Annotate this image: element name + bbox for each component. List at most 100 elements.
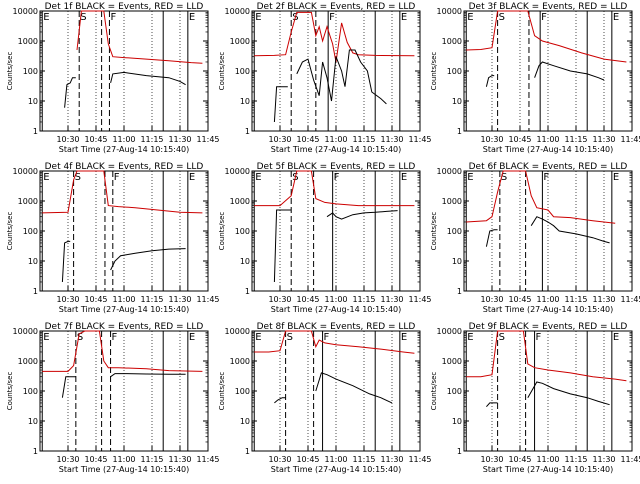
events-series-line [326,210,398,220]
y-tick-label: 1000 [230,37,250,46]
x-axis-label: Start Time (27-Aug-14 10:15:40) [483,305,614,314]
y-tick-label: 10000 [437,167,462,176]
y-tick-label: 1 [245,287,250,296]
y-tick-label: 1 [33,127,38,136]
events-series-line [273,209,292,283]
y-tick-label: 10 [452,257,462,266]
x-axis-label: Start Time (27-Aug-14 10:15:40) [271,465,402,474]
lld-series-line [466,170,616,224]
y-tick-label: 1000 [442,37,462,46]
y-tick-label: 10 [240,97,250,106]
segment-marker-label: E [189,12,195,23]
events-series-line [534,61,605,81]
y-axis-label: Counts/sec [218,52,226,91]
panel-title: Det 3f BLACK = Events, RED = LLD [469,2,628,12]
x-tick-label: 11:30 [380,455,403,464]
x-tick-label: 10:45 [508,455,531,464]
events-series-line [296,49,387,105]
y-tick-label: 10000 [13,327,38,336]
y-tick-label: 1 [33,287,38,296]
y-tick-label: 10 [28,417,38,426]
x-axis-label: Start Time (27-Aug-14 10:15:40) [271,145,402,154]
segment-marker-label: E [467,172,473,183]
segment-marker-label: F [114,172,120,183]
x-tick-label: 10:30 [480,135,503,144]
y-tick-label: 1 [245,127,250,136]
x-tick-label: 10:45 [84,295,107,304]
panel-title: Det 8f BLACK = Events, RED = LLD [257,322,416,332]
x-tick-label: 10:30 [268,135,291,144]
y-axis-label: Counts/sec [6,52,14,91]
segment-marker-label: S [77,332,83,343]
x-tick-label: 11:00 [112,135,135,144]
panel-title: Det 9f BLACK = Events, RED = LLD [469,322,628,332]
x-tick-label: 10:30 [56,455,79,464]
x-tick-label: 11:30 [592,295,615,304]
events-series-line [485,229,498,247]
x-tick-label: 11:30 [168,135,191,144]
segment-marker-label: E [613,12,619,23]
x-axis-label: Start Time (27-Aug-14 10:15:40) [59,465,190,474]
x-tick-label: 11:15 [140,135,163,144]
segment-marker-label: S [80,12,86,23]
detector-panel: Det 6f BLACK = Events, RED = LLD Counts/s… [430,162,640,314]
y-tick-label: 1 [457,447,462,456]
segment-marker-label: F [112,332,118,343]
y-tick-label: 1000 [18,197,38,206]
segment-marker-label: F [536,332,542,343]
x-tick-label: 11:45 [196,135,219,144]
panel-title: Det 7f BLACK = Events, RED = LLD [45,322,204,332]
x-tick-label: 11:45 [196,295,219,304]
x-tick-label: 10:30 [480,455,503,464]
x-tick-label: 11:30 [592,455,615,464]
segment-marker-label: E [401,172,407,183]
segment-marker-label: E [613,332,619,343]
y-tick-label: 10000 [437,7,462,16]
x-axis-label: Start Time (27-Aug-14 10:15:40) [59,145,190,154]
y-tick-label: 100 [447,227,462,236]
y-tick-label: 100 [235,67,250,76]
lld-series-line [254,170,415,207]
events-series-line [110,248,186,271]
events-series-line [315,372,393,404]
segment-marker-label: S [499,332,505,343]
lld-series-line [254,330,415,354]
detector-panel: Det 2f BLACK = Events, RED = LLD Counts/s… [218,2,432,154]
x-tick-label: 11:15 [140,455,163,464]
segment-marker-label: S [501,172,507,183]
y-tick-label: 1000 [18,357,38,366]
segment-marker-label: E [43,12,49,23]
x-tick-label: 11:00 [536,455,559,464]
detector-panel: Det 4f BLACK = Events, RED = LLD Counts/s… [6,162,220,314]
detector-panel: Det 3f BLACK = Events, RED = LLD Counts/s… [430,2,640,154]
segment-marker-label: F [543,172,549,183]
y-tick-label: 10 [240,257,250,266]
y-tick-label: 100 [447,387,462,396]
segment-marker-label: E [401,12,407,23]
x-tick-label: 11:15 [564,455,587,464]
y-axis-label: Counts/sec [430,212,438,251]
segment-marker-label: E [189,332,195,343]
y-tick-label: 10 [452,97,462,106]
x-tick-label: 10:45 [508,135,531,144]
y-tick-label: 10000 [225,327,250,336]
x-tick-label: 11:30 [592,135,615,144]
segment-marker-label: S [75,172,81,183]
x-axis-label: Start Time (27-Aug-14 10:15:40) [483,145,614,154]
x-tick-label: 11:00 [536,135,559,144]
events-series-line [110,373,186,378]
y-tick-label: 100 [235,387,250,396]
y-tick-label: 1000 [230,357,250,366]
y-tick-label: 100 [23,387,38,396]
y-axis-label: Counts/sec [430,372,438,411]
segment-marker-label: E [43,172,49,183]
detector-panel: Det 8f BLACK = Events, RED = LLD Counts/s… [218,322,432,474]
detector-panel: Det 5f BLACK = Events, RED = LLD Counts/s… [218,162,432,314]
segment-marker-label: E [401,332,407,343]
y-axis-label: Counts/sec [6,372,14,411]
x-tick-label: 10:30 [268,455,291,464]
x-tick-label: 11:15 [352,295,375,304]
panel-title: Det 6f BLACK = Events, RED = LLD [469,162,628,172]
x-tick-label: 11:00 [324,295,347,304]
